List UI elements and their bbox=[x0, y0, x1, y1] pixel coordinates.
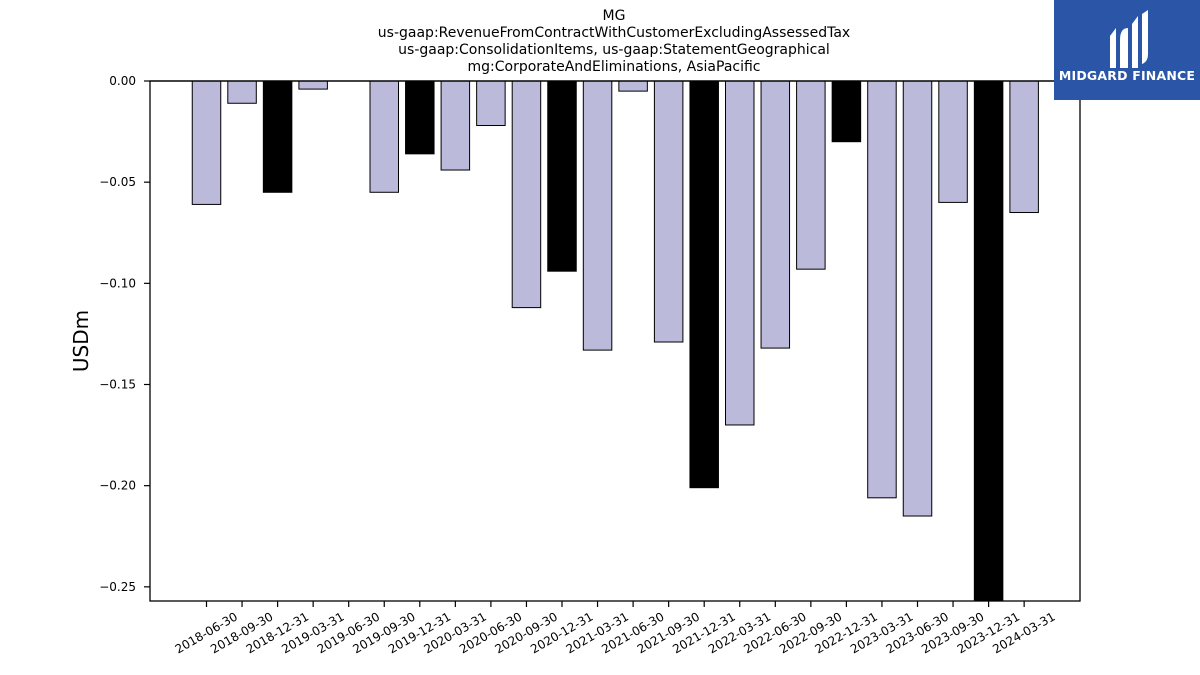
bar bbox=[298, 81, 328, 90]
bar bbox=[476, 81, 506, 127]
bar bbox=[227, 81, 257, 104]
midgard-logo-mark-icon bbox=[1110, 10, 1148, 68]
y-tick-label: −0.05 bbox=[99, 175, 136, 189]
y-tick-label: 0.00 bbox=[109, 74, 136, 88]
bar bbox=[831, 81, 862, 143]
bar bbox=[405, 81, 435, 155]
bar bbox=[938, 81, 968, 203]
y-axis-label: USDm bbox=[69, 310, 93, 372]
bar bbox=[973, 81, 1004, 601]
brand-logo: MIDGARD FINANCE bbox=[1054, 0, 1200, 100]
chart-title-line: MG bbox=[603, 8, 626, 24]
axes bbox=[149, 80, 1081, 602]
bar bbox=[760, 81, 791, 349]
bar bbox=[653, 81, 684, 343]
y-tick-label: −0.10 bbox=[99, 276, 136, 290]
bar bbox=[1009, 81, 1039, 214]
bar bbox=[902, 81, 933, 517]
bars-group bbox=[191, 81, 1039, 601]
bar bbox=[440, 81, 471, 171]
chart-title-line: us-gaap:RevenueFromContractWithCustomerE… bbox=[378, 25, 850, 41]
y-axis-ticks: 0.00 −0.05 −0.10 −0.15 −0.20 −0.25 bbox=[99, 74, 150, 594]
bar bbox=[547, 81, 577, 272]
chart-title: MGus-gaap:RevenueFromContractWithCustome… bbox=[378, 8, 850, 75]
y-tick-label: −0.20 bbox=[99, 479, 136, 493]
y-tick-label: −0.15 bbox=[99, 378, 136, 392]
bars-clip-group bbox=[191, 81, 1039, 601]
bar bbox=[689, 81, 719, 489]
logo-text: MIDGARD FINANCE bbox=[1058, 68, 1196, 83]
bar bbox=[369, 81, 399, 193]
chart-title-line: mg:CorporateAndEliminations, AsiaPacific bbox=[467, 59, 760, 75]
chart-title-line: us-gaap:ConsolidationItems, us-gaap:Stat… bbox=[398, 42, 830, 58]
bar bbox=[725, 81, 755, 426]
y-tick-label: −0.25 bbox=[99, 580, 136, 594]
x-axis-ticks: 2018-06-302018-09-302018-12-312019-03-31… bbox=[173, 601, 1058, 656]
bar bbox=[191, 81, 222, 205]
bar bbox=[867, 81, 897, 499]
bar bbox=[618, 81, 648, 92]
bar bbox=[262, 81, 293, 193]
bar bbox=[511, 81, 542, 309]
bar bbox=[796, 81, 826, 270]
bar bbox=[582, 81, 613, 351]
